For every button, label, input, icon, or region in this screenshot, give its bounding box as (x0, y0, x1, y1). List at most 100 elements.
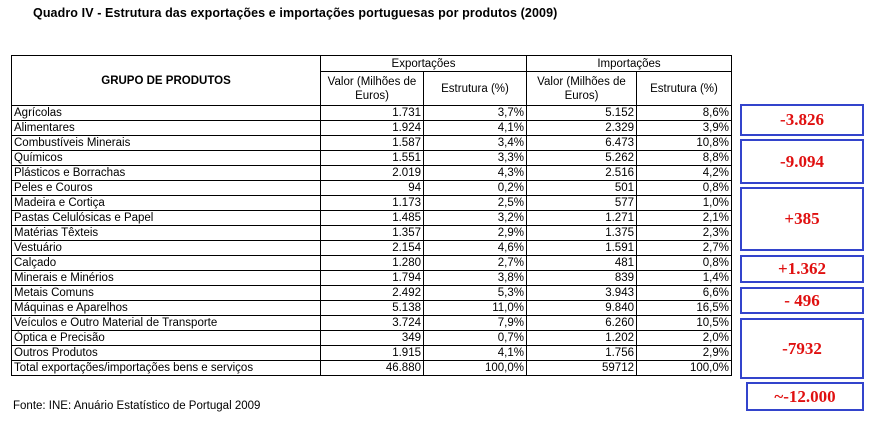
products-table: GRUPO DE PRODUTOS Exportações Importaçõe… (11, 55, 732, 376)
table-row: Plásticos e Borrachas 2.019 4,3% 2.516 4,2% (11, 165, 732, 181)
total-imports-value: 59712 (526, 360, 637, 376)
exports-structure: 2,9% (423, 225, 527, 241)
exports-value: 349 (320, 330, 424, 346)
product-name: Alimentares (11, 120, 321, 136)
product-name: Veículos e Outro Material de Transporte (11, 315, 321, 331)
exports-value: 1.794 (320, 270, 424, 286)
total-imports-structure: 100,0% (636, 360, 732, 376)
exports-structure: 2,5% (423, 195, 527, 211)
table-row: Madeira e Cortiça 1.173 2,5% 577 1,0% (11, 195, 732, 211)
table-row: Matérias Têxteis 1.357 2,9% 1.375 2,3% (11, 225, 732, 241)
exports-value: 1.551 (320, 150, 424, 166)
total-row: Total exportações/importações bens e ser… (11, 360, 732, 376)
product-name: Calçado (11, 255, 321, 271)
exports-value: 2.154 (320, 240, 424, 256)
exports-structure: 3,4% (423, 135, 527, 151)
table-row: Alimentares 1.924 4,1% 2.329 3,9% (11, 120, 732, 136)
product-name: Matérias Têxteis (11, 225, 321, 241)
exports-structure: 3,7% (423, 105, 527, 121)
product-name: Químicos (11, 150, 321, 166)
total-exports-structure: 100,0% (423, 360, 527, 376)
header-row-2: Valor (Milhões de Euros) Estrutura (%) V… (12, 71, 732, 106)
table-row: Máquinas e Aparelhos 5.138 11,0% 9.840 16,5% (11, 300, 732, 316)
exports-value: 1.485 (320, 210, 424, 226)
exports-structure: 3,8% (423, 270, 527, 286)
exports-structure-header: Estrutura (%) (423, 71, 527, 106)
table-row: Óptica e Precisão 349 0,7% 1.202 2,0% (11, 330, 732, 346)
imports-value: 5.262 (526, 150, 637, 166)
page-title: Quadro IV - Estrutura das exportações e … (33, 6, 558, 20)
exports-value: 1.173 (320, 195, 424, 211)
exports-value: 1.924 (320, 120, 424, 136)
exports-value: 1.915 (320, 345, 424, 361)
product-name: Pastas Celulósicas e Papel (11, 210, 321, 226)
imports-structure: 16,5% (636, 300, 732, 316)
exports-structure: 4,6% (423, 240, 527, 256)
exports-structure: 2,7% (423, 255, 527, 271)
imports-structure: 0,8% (636, 180, 732, 196)
imports-value: 3.943 (526, 285, 637, 301)
exports-structure: 4,1% (423, 345, 527, 361)
table-row: Veículos e Outro Material de Transporte 3… (11, 315, 732, 331)
exports-structure: 0,2% (423, 180, 527, 196)
product-name: Plásticos e Borrachas (11, 165, 321, 181)
exports-structure: 3,2% (423, 210, 527, 226)
table-row: Agrícolas 1.731 3,7% 5.152 8,6% (11, 105, 732, 121)
source-note: Fonte: INE: Anuário Estatístico de Portu… (13, 400, 261, 412)
table-row: Peles e Couros 94 0,2% 501 0,8% (11, 180, 732, 196)
imports-value: 1.591 (526, 240, 637, 256)
balance-box: +1.362 (740, 255, 864, 283)
balance-box: -9.094 (740, 139, 864, 184)
table-row: Calçado 1.280 2,7% 481 0,8% (11, 255, 732, 271)
exports-structure: 11,0% (423, 300, 527, 316)
balance-box: +385 (740, 187, 864, 251)
imports-structure: 10,5% (636, 315, 732, 331)
imports-structure: 1,4% (636, 270, 732, 286)
imports-structure: 2,7% (636, 240, 732, 256)
table-row: Outros Produtos 1.915 4,1% 1.756 2,9% (11, 345, 732, 361)
product-name: Óptica e Precisão (11, 330, 321, 346)
imports-structure: 10,8% (636, 135, 732, 151)
exports-value: 2.492 (320, 285, 424, 301)
imports-structure: 0,8% (636, 255, 732, 271)
imports-value: 6.473 (526, 135, 637, 151)
balance-box: -3.826 (740, 104, 864, 136)
imports-structure: 3,9% (636, 120, 732, 136)
product-name: Outros Produtos (11, 345, 321, 361)
imports-value: 577 (526, 195, 637, 211)
imports-structure: 1,0% (636, 195, 732, 211)
total-label: Total exportações/importações bens e ser… (11, 360, 321, 376)
imports-value: 1.375 (526, 225, 637, 241)
imports-value: 839 (526, 270, 637, 286)
balance-box: ~-12.000 (746, 382, 864, 411)
exports-value: 1.357 (320, 225, 424, 241)
imports-value: 1.756 (526, 345, 637, 361)
imports-value: 1.271 (526, 210, 637, 226)
imports-structure: 2,1% (636, 210, 732, 226)
group-header: GRUPO DE PRODUTOS (11, 55, 321, 106)
exports-value: 3.724 (320, 315, 424, 331)
imports-structure: 2,3% (636, 225, 732, 241)
table-row: Pastas Celulósicas e Papel 1.485 3,2% 1.271… (11, 210, 732, 226)
imports-value: 2.516 (526, 165, 637, 181)
exports-structure: 7,9% (423, 315, 527, 331)
product-name: Agrícolas (11, 105, 321, 121)
table-row: Químicos 1.551 3,3% 5.262 8,8% (11, 150, 732, 166)
imports-structure: 8,6% (636, 105, 732, 121)
imports-value: 9.840 (526, 300, 637, 316)
imports-structure-header: Estrutura (%) (636, 71, 732, 106)
exports-structure: 5,3% (423, 285, 527, 301)
exports-structure: 3,3% (423, 150, 527, 166)
exports-structure: 4,3% (423, 165, 527, 181)
exports-value-header: Valor (Milhões de Euros) (320, 71, 424, 106)
exports-value: 1.587 (320, 135, 424, 151)
balance-box: -7932 (740, 318, 864, 379)
exports-structure: 4,1% (423, 120, 527, 136)
header-row-1: GRUPO DE PRODUTOS Exportações Importaçõe… (11, 55, 732, 106)
product-name: Combustíveis Minerais (11, 135, 321, 151)
product-name: Metais Comuns (11, 285, 321, 301)
table-row: Vestuário 2.154 4,6% 1.591 2,7% (11, 240, 732, 256)
exports-structure: 0,7% (423, 330, 527, 346)
product-name: Madeira e Cortiça (11, 195, 321, 211)
table-row: Minerais e Minérios 1.794 3,8% 839 1,4% (11, 270, 732, 286)
